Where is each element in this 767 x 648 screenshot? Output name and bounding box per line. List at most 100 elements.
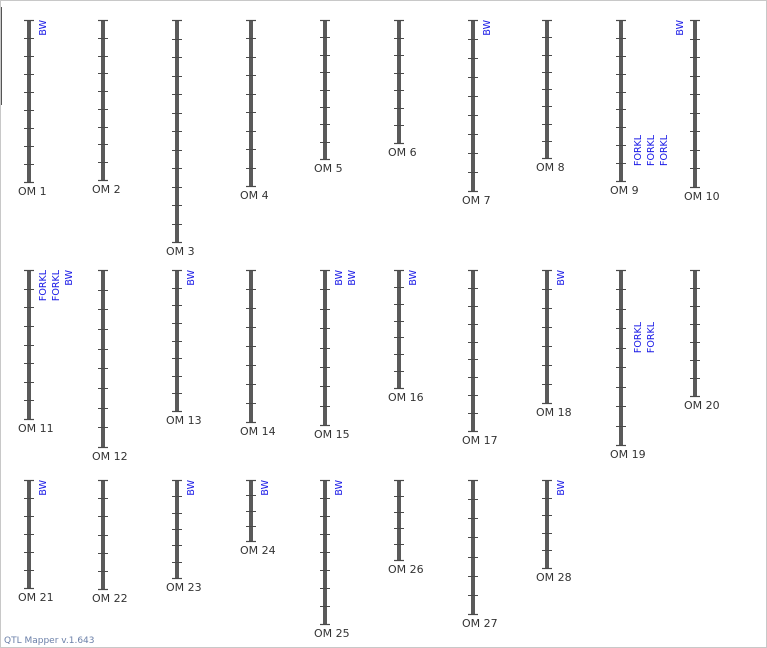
chromosome-label: OM 14: [240, 425, 276, 438]
chromosome-bar[interactable]: [693, 270, 697, 396]
chromosome-bar[interactable]: [545, 480, 549, 568]
chromosome-label: OM 1: [18, 185, 47, 198]
chromosome-label: OM 25: [314, 627, 350, 640]
qtl-label[interactable]: BW: [38, 479, 49, 495]
chromosome-label: OM 10: [684, 190, 720, 203]
chromosome[interactable]: OM 19 FORKL FORKL: [610, 269, 657, 461]
chromosome[interactable]: OM 2: [92, 19, 121, 196]
qtl-label[interactable]: BW: [347, 269, 358, 285]
chromosome-bar[interactable]: [397, 480, 401, 560]
qtl-label[interactable]: BW: [38, 19, 49, 35]
chromosome[interactable]: OM 14: [240, 269, 276, 438]
chromosome-label: OM 2: [92, 183, 121, 196]
chromosome[interactable]: OM 22: [92, 479, 128, 605]
qtl-label[interactable]: BW: [186, 479, 197, 495]
chromosome[interactable]: OM 3: [166, 19, 195, 258]
chromosome[interactable]: OM 20: [684, 269, 720, 412]
chromosome-label: OM 17: [462, 434, 498, 447]
chromosome-label: OM 13: [166, 414, 202, 427]
chromosome-bar[interactable]: [249, 480, 253, 541]
qtl-label[interactable]: FORKL: [633, 134, 644, 166]
chromosome-label: OM 24: [240, 544, 276, 557]
chromosome-label: OM 7: [462, 194, 491, 207]
chromosome[interactable]: OM 6: [388, 19, 417, 159]
chromosome[interactable]: OM 24 BW: [240, 479, 276, 557]
qtl-label[interactable]: FORKL: [646, 321, 657, 353]
qtl-label[interactable]: BW: [408, 269, 419, 285]
chromosome-label: OM 6: [388, 146, 417, 159]
chromosome[interactable]: OM 12: [92, 269, 128, 463]
chromosome-bar[interactable]: [27, 270, 31, 419]
chromosome-bar[interactable]: [471, 20, 475, 191]
chromosome-bar[interactable]: [397, 20, 401, 143]
chromosome-label: OM 23: [166, 581, 202, 594]
chromosome[interactable]: OM 25 BW: [314, 479, 350, 640]
chromosome-label: OM 16: [388, 391, 424, 404]
qtl-label[interactable]: FORKL: [51, 269, 62, 301]
chromosome-label: OM 20: [684, 399, 720, 412]
chromosome[interactable]: OM 15 BW BW: [314, 269, 358, 441]
chromosome[interactable]: OM 16 BW: [388, 269, 424, 404]
chromosome-bar[interactable]: [619, 20, 623, 181]
chromosome[interactable]: OM 18 BW: [536, 269, 572, 419]
chromosome-bar[interactable]: [249, 20, 253, 186]
chromosome-bar[interactable]: [619, 270, 623, 445]
qtl-label[interactable]: BW: [186, 269, 197, 285]
chromosome[interactable]: OM 28 BW: [536, 479, 572, 584]
chromosome[interactable]: OM 5: [314, 19, 343, 175]
chromosome-bar[interactable]: [101, 270, 105, 447]
chromosome-bar[interactable]: [471, 480, 475, 614]
chromosome-bar[interactable]: [27, 20, 31, 182]
chromosome[interactable]: OM 23 BW: [166, 479, 202, 594]
chromosome[interactable]: OM 4: [240, 19, 269, 202]
chromosome[interactable]: OM 10 BW: [675, 19, 720, 203]
chromosome-bar[interactable]: [323, 270, 327, 425]
qtl-label[interactable]: FORKL: [633, 321, 644, 353]
chromosome[interactable]: OM 13 BW: [166, 269, 202, 427]
chromosome-label: OM 12: [92, 450, 128, 463]
chromosome[interactable]: OM 27: [462, 479, 498, 630]
chromosome-bar[interactable]: [323, 20, 327, 159]
qtl-label[interactable]: FORKL: [659, 134, 670, 166]
qtl-label[interactable]: BW: [482, 19, 493, 35]
qtl-label[interactable]: BW: [556, 479, 567, 495]
chromosome-bar[interactable]: [471, 270, 475, 431]
qtl-label[interactable]: BW: [260, 479, 271, 495]
chromosome-label: OM 8: [536, 161, 565, 174]
chromosome-label: OM 11: [18, 422, 54, 435]
qtl-label[interactable]: FORKL: [646, 134, 657, 166]
scroll-edge-marker: [1, 7, 2, 105]
qtl-label[interactable]: FORKL: [38, 269, 49, 301]
chromosome-label: OM 22: [92, 592, 128, 605]
version-footer: QTL Mapper v.1.643: [4, 636, 95, 646]
chromosome-bar[interactable]: [101, 480, 105, 589]
chromosome-label: OM 9: [610, 184, 639, 197]
chromosome-label: OM 3: [166, 245, 195, 258]
chromosome-label: OM 21: [18, 591, 54, 604]
qtl-label[interactable]: BW: [334, 269, 345, 285]
qtl-label[interactable]: BW: [64, 269, 75, 285]
chromosome-bar[interactable]: [397, 270, 401, 388]
chromosome[interactable]: OM 26: [388, 479, 424, 576]
chromosome-bar[interactable]: [545, 270, 549, 403]
qtl-label[interactable]: BW: [334, 479, 345, 495]
chromosome-bar[interactable]: [693, 20, 697, 187]
chromosome-label: OM 28: [536, 571, 572, 584]
chromosome[interactable]: OM 21 BW: [18, 479, 54, 604]
chromosome-label: OM 27: [462, 617, 498, 630]
chromosome[interactable]: OM 17: [462, 269, 498, 447]
chromosome-label: OM 5: [314, 162, 343, 175]
chromosome[interactable]: OM 7 BW: [462, 19, 493, 207]
chromosome-label: OM 15: [314, 428, 350, 441]
chromosome-label: OM 26: [388, 563, 424, 576]
qtl-label[interactable]: BW: [556, 269, 567, 285]
chromosome-bar[interactable]: [175, 270, 179, 411]
chromosome-bar[interactable]: [101, 20, 105, 180]
chromosome[interactable]: OM 8: [536, 19, 565, 174]
qtl-label[interactable]: BW: [675, 19, 686, 35]
chromosome[interactable]: OM 1 BW: [18, 19, 49, 198]
